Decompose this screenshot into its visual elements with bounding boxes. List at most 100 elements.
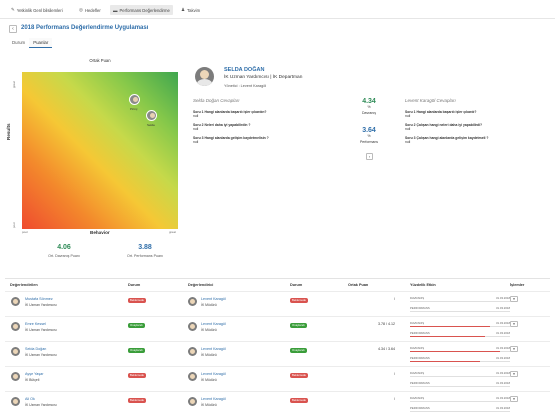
col-header-status: Durum [290,283,303,287]
history-label: DAVRANIŞ [410,296,425,300]
history-label: DAVRANIŞ [410,396,425,400]
answer-block: Soru 2 Çalışan hangi neleri daha iyi yap… [405,123,550,131]
nav-tab-yetkinlik[interactable]: ✎ Yetkinlik Genl bilsilemleri [8,5,66,15]
question: Soru 2 Neleri daha iyi yapabilirdin ? [193,123,251,127]
evaluator-name[interactable]: Levent Karagöl [201,397,226,401]
row-actions-button[interactable]: ▾ [510,346,518,352]
status-badge: Onaylandı [290,323,307,328]
answer: null [405,114,411,118]
common-score: / [394,397,395,401]
history-track [410,311,510,312]
nav-tab-takvim[interactable]: ♟ Takvim [178,5,203,15]
evaluated-name[interactable]: Mustafa Sönmez [25,297,53,301]
history-label: PERFORMANS [410,306,430,310]
y-tick-great: great [12,81,16,88]
table-row: Mustafa Sönmez İK Uzman Yardımcısı Bekleme… [5,291,550,316]
table-row: Ali Ok İK Uzman Yardımcısı Beklemede Levent… [5,391,550,416]
evaluator-title: İK Müdürü [201,303,217,307]
matrix-point-avatar[interactable] [146,110,157,121]
nav-tab-label: Performans Değerlendirme [119,7,170,13]
history-date: 31.03.2018 [496,356,510,360]
avatar [11,347,20,356]
row-actions-button[interactable]: ▾ [510,296,518,302]
history-label: DAVRANIŞ [410,321,425,325]
history-bar [410,326,490,327]
col-header-evaluated: Değerlendirilen [10,283,38,287]
history-item: PERFORMANS 31.03.2018 [410,305,510,312]
history-date: 31.03.2018 [496,346,510,350]
performance-matrix [22,72,178,229]
evaluated-name[interactable]: Ali Ok [25,397,35,401]
avatar [11,297,20,306]
mid-score-label: Performans [359,140,379,144]
status-badge: Beklemede [290,373,308,378]
evaluator-name[interactable]: Levent Karagöl [201,322,226,326]
question: Soru 1 Hangi alanlarda başarılı işler çı… [405,110,477,114]
status-badge: Onaylandı [290,348,307,353]
nav-tab-label: Takvim [187,7,201,13]
tab-puanlar[interactable]: Puanlar [29,38,53,48]
col-header-history: Yüzdelik Etkin [410,283,436,287]
evaluator-title: İK Müdürü [201,353,217,357]
evaluated-name[interactable]: Emre Kessel [25,322,46,326]
tab-durum[interactable]: Durum [12,40,26,45]
avatar [11,322,20,331]
evaluator-name[interactable]: Levent Karagöl [201,297,226,301]
mid-score-label: Davranış [361,111,376,115]
status-badge: Beklemede [290,298,308,303]
status-badge: Beklemede [290,398,308,403]
evaluator-title: İK Müdürü [201,403,217,407]
nav-tab-performans[interactable]: ▬ Performans Değerlendirme [110,5,173,15]
col-header-score: Ortak Puan [348,283,369,287]
history-date: 31.03.2018 [496,396,510,400]
table-row: Selda Doğan İK Uzman Yardımcısı Onaylandı L… [5,341,550,366]
col-header-actions: İşlemler [510,283,525,287]
target-icon: ◎ [79,7,83,12]
history-date: 31.03.2018 [496,331,510,335]
evaluated-title: İK Uzman Yardımcısı [25,303,57,307]
col-header-status: Durum [128,283,141,287]
answer: null [405,140,411,144]
evaluator-name[interactable]: Levent Karagöl [201,347,226,351]
score-value: 4.06 [57,244,71,251]
expand-button[interactable]: › [366,153,373,160]
avatar [188,322,197,331]
profile-name[interactable]: SELDA DOĞAN [224,67,265,73]
history-item: PERFORMANS 31.03.2018 [410,355,510,362]
evaluated-title: İK Bütçeli [25,378,40,382]
nav-tab-label: Yetkinlik Genl bilsilemleri [16,7,63,13]
history-track [410,301,510,302]
evaluator-name[interactable]: Levent Karagöl [201,372,226,376]
history-label: PERFORMANS [410,381,430,385]
history-track [410,376,510,377]
evaluated-name[interactable]: Selda Doğan [25,347,47,351]
history-date: 31.03.2018 [496,406,510,410]
common-score: / [394,297,395,301]
common-score: 3.78 / 4.12 [378,322,395,326]
evaluated-name[interactable]: Ayşe Yaşar [25,372,44,376]
row-actions-button[interactable]: ▾ [510,321,518,327]
evaluator-title: İK Müdürü [201,328,217,332]
answer: null [193,114,199,118]
answer-block: Soru 3 Hangi alanlarda gelişim kaydetmel… [193,136,343,144]
nav-tab-hedefler[interactable]: ◎ Hedefler [76,5,104,15]
status-badge: Beklemede [128,398,146,403]
history-date: 31.03.2018 [496,381,510,385]
status-badge: Onaylandı [128,348,145,353]
row-actions-button[interactable]: ▾ [510,371,518,377]
matrix-point-label: Selda [147,123,155,127]
back-button[interactable]: ‹ [9,25,17,33]
matrix-point-label: Pirinç [130,107,138,111]
evaluated-title: İK Uzman Yardımcısı [25,403,57,407]
page-title: 2018 Performans Değerlendirme Uygulaması [21,25,149,31]
history-bar [410,351,500,352]
history-bar [410,336,485,337]
history-date: 31.03.2018 [496,306,510,310]
history-date: 31.03.2018 [496,321,510,325]
score-performans: 3.88 Ort. Performans Puanı [115,244,175,258]
status-badge: Onaylandı [128,323,145,328]
history-date: 31.03.2018 [496,296,510,300]
matrix-point-avatar[interactable] [129,94,140,105]
mid-score-value: 3.64 [362,127,376,134]
row-actions-button[interactable]: ▾ [510,396,518,402]
